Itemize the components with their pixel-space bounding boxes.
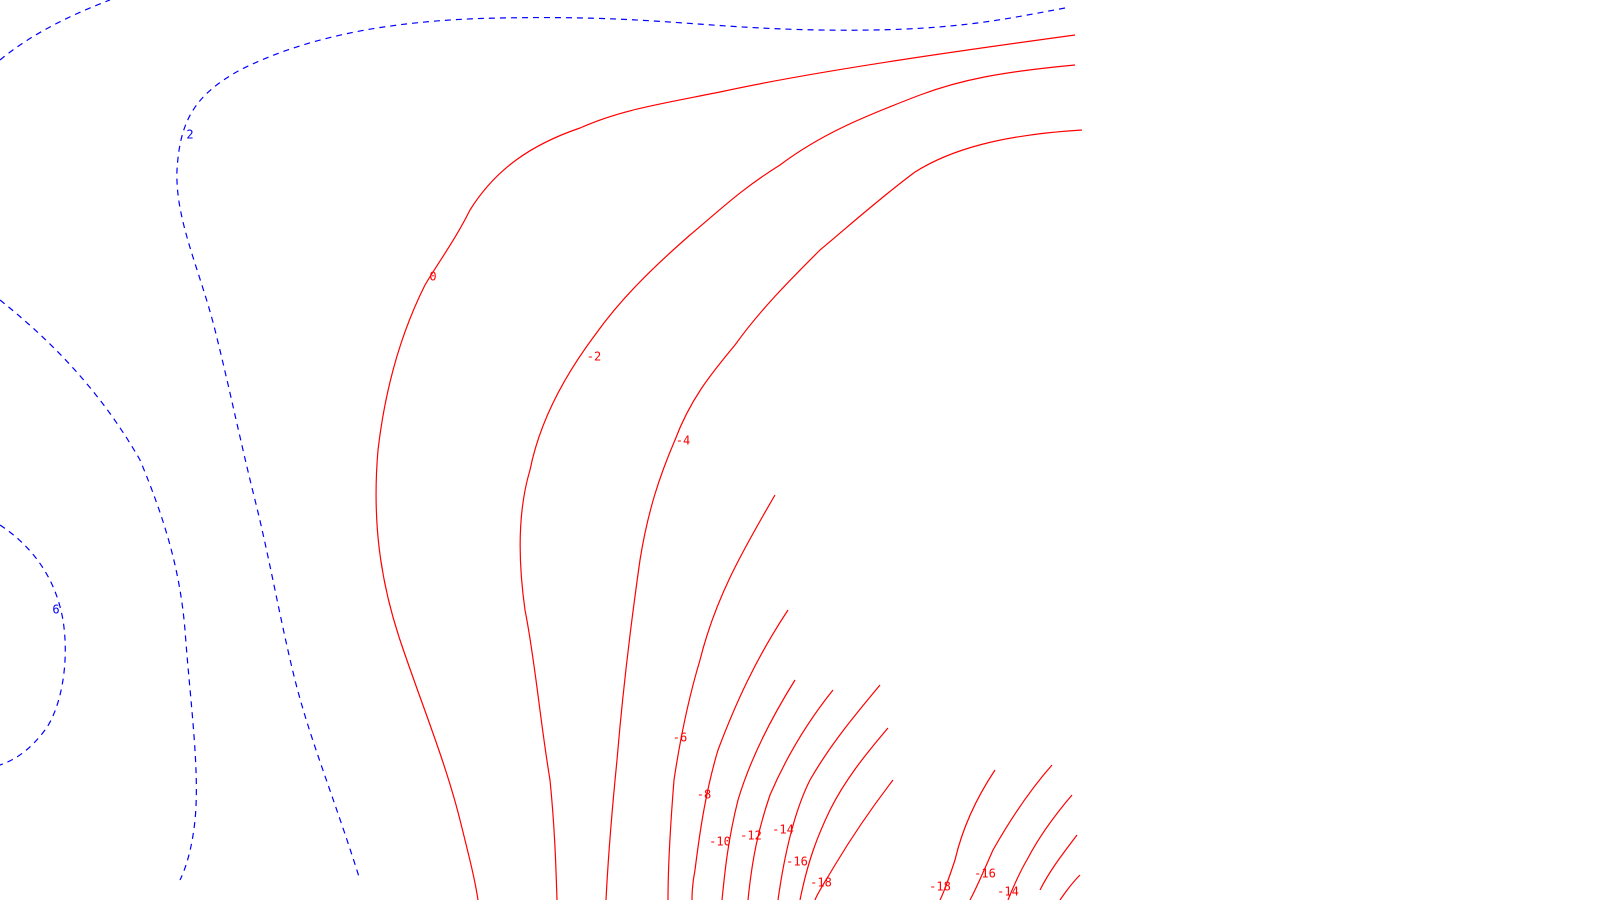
contour-line-m14c	[1039, 834, 1078, 891]
contour-line-m10	[721, 679, 796, 900]
contour-line-m16b	[969, 764, 1053, 900]
label-m4: -4	[676, 434, 690, 448]
contour-line-positive-outer	[0, 0, 111, 61]
label-m16b: -16	[974, 867, 996, 881]
label-m6: -6	[673, 731, 687, 745]
label-m2: -2	[587, 350, 601, 364]
label-m14: -14	[772, 823, 794, 837]
contour-line-m6	[667, 494, 776, 900]
contour-line-positive-2b	[0, 299, 197, 881]
contour-line-positive-6	[0, 524, 66, 766]
label-m14b: -14	[997, 885, 1019, 899]
contour-line-m12	[747, 689, 834, 900]
contour-line-m16	[799, 727, 889, 900]
contour-line-m18b	[939, 769, 996, 900]
label-m16: -16	[786, 855, 808, 869]
contour-line-m18	[814, 779, 894, 900]
label-m18b: -18	[929, 880, 951, 894]
contour-line-m2	[519, 64, 1076, 900]
contour-line-m14d	[1059, 874, 1081, 900]
label-m8: -8	[697, 788, 711, 802]
label-positive-2: 2	[186, 128, 193, 142]
contour-line-m14	[777, 684, 881, 900]
label-m10: -10	[709, 835, 731, 849]
negative-contours	[375, 34, 1083, 900]
contour-labels: 2 6 0 -2 -4 -6 -8 -10 -12 -14 -16 -18 -1…	[52, 128, 1018, 899]
contour-line-m8	[691, 609, 789, 900]
label-m12: -12	[740, 829, 762, 843]
contour-line-positive-2	[176, 7, 1066, 881]
label-m18: -18	[810, 876, 832, 890]
contour-line-m4	[605, 129, 1083, 900]
contour-line-m14b	[1007, 794, 1073, 900]
label-0: 0	[429, 270, 436, 284]
label-positive-6: 6	[52, 603, 59, 617]
positive-contours	[0, 0, 1066, 881]
contour-line-0	[375, 34, 1076, 900]
